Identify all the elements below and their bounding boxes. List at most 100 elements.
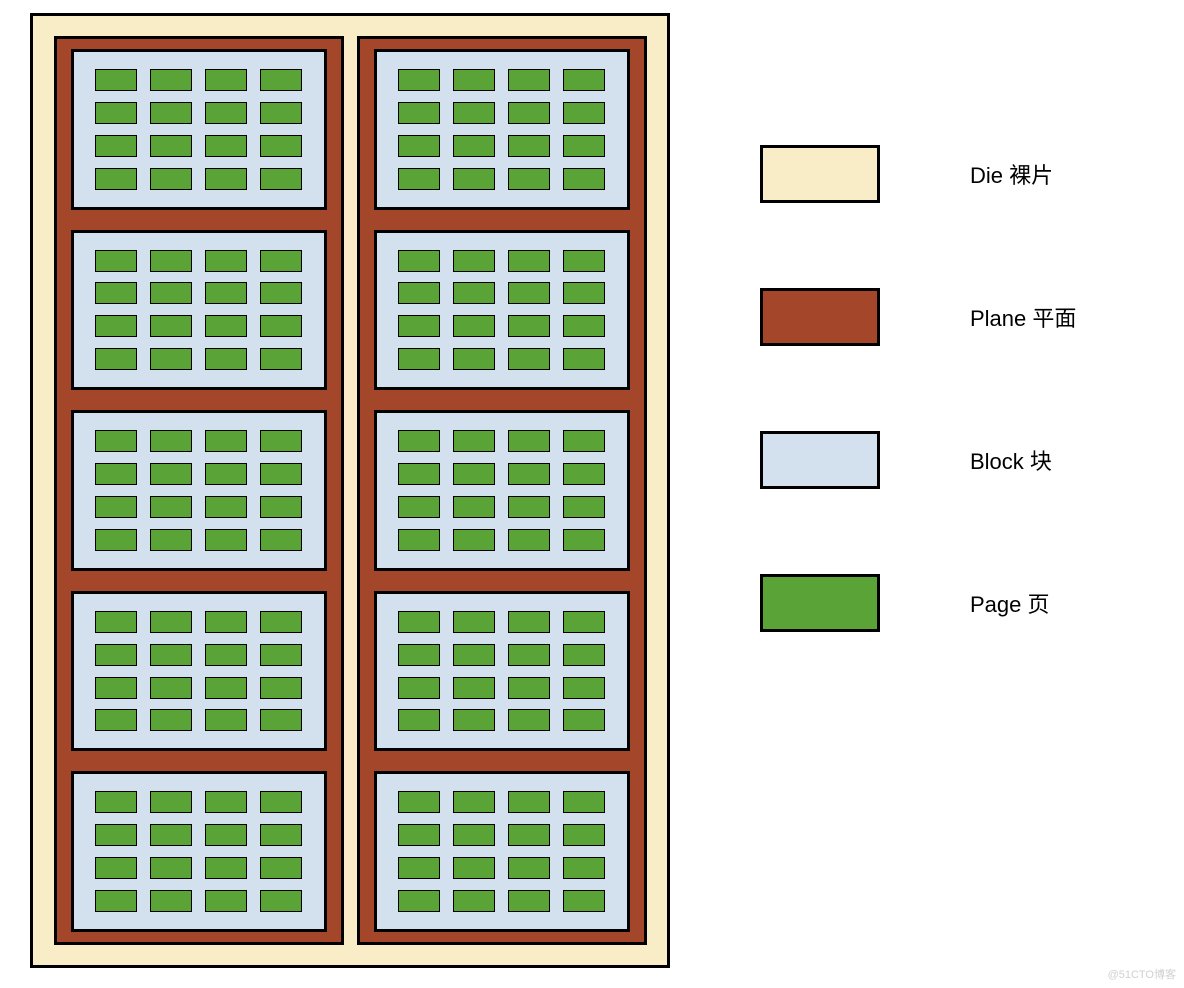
page bbox=[563, 890, 605, 912]
page-row bbox=[385, 791, 619, 813]
page bbox=[95, 644, 137, 666]
page-row bbox=[385, 315, 619, 337]
page bbox=[95, 463, 137, 485]
page bbox=[398, 824, 440, 846]
page bbox=[398, 168, 440, 190]
page bbox=[508, 463, 550, 485]
page bbox=[150, 102, 192, 124]
page bbox=[205, 644, 247, 666]
page bbox=[453, 69, 495, 91]
page bbox=[95, 677, 137, 699]
page bbox=[508, 430, 550, 452]
page bbox=[563, 709, 605, 731]
page bbox=[398, 791, 440, 813]
legend: Die 裸片Plane 平面Block 块Page 页 bbox=[760, 145, 1076, 632]
page bbox=[95, 69, 137, 91]
page bbox=[453, 791, 495, 813]
page-row bbox=[82, 529, 316, 551]
page bbox=[150, 496, 192, 518]
page-row bbox=[82, 102, 316, 124]
page bbox=[260, 857, 302, 879]
page bbox=[95, 250, 137, 272]
page bbox=[563, 791, 605, 813]
block bbox=[71, 591, 327, 752]
page bbox=[563, 69, 605, 91]
page bbox=[508, 611, 550, 633]
page bbox=[205, 824, 247, 846]
page bbox=[150, 348, 192, 370]
page bbox=[563, 282, 605, 304]
block bbox=[374, 49, 630, 210]
page bbox=[260, 496, 302, 518]
page bbox=[95, 496, 137, 518]
page bbox=[95, 430, 137, 452]
page bbox=[453, 168, 495, 190]
page bbox=[563, 644, 605, 666]
page bbox=[205, 709, 247, 731]
page-row bbox=[82, 463, 316, 485]
page bbox=[453, 496, 495, 518]
page bbox=[150, 611, 192, 633]
block bbox=[374, 230, 630, 391]
page bbox=[150, 282, 192, 304]
page bbox=[205, 791, 247, 813]
legend-label: Die 裸片 bbox=[970, 158, 1053, 190]
block bbox=[71, 49, 327, 210]
page bbox=[260, 644, 302, 666]
page-row bbox=[385, 250, 619, 272]
page-row bbox=[385, 857, 619, 879]
page bbox=[150, 709, 192, 731]
page bbox=[563, 611, 605, 633]
page-row bbox=[385, 824, 619, 846]
page bbox=[260, 168, 302, 190]
page bbox=[95, 168, 137, 190]
page bbox=[508, 709, 550, 731]
page bbox=[563, 315, 605, 337]
diagram-canvas: Die 裸片Plane 平面Block 块Page 页 @51CTO博客 bbox=[0, 0, 1184, 988]
page bbox=[150, 890, 192, 912]
page bbox=[260, 69, 302, 91]
legend-row: Block 块 bbox=[760, 431, 1076, 489]
page bbox=[453, 677, 495, 699]
page-row bbox=[385, 611, 619, 633]
page bbox=[453, 611, 495, 633]
page bbox=[150, 69, 192, 91]
block bbox=[374, 771, 630, 932]
page bbox=[205, 348, 247, 370]
page bbox=[95, 282, 137, 304]
page bbox=[453, 709, 495, 731]
page-row bbox=[82, 430, 316, 452]
page bbox=[150, 430, 192, 452]
page bbox=[398, 282, 440, 304]
page bbox=[563, 824, 605, 846]
page bbox=[563, 430, 605, 452]
page bbox=[453, 348, 495, 370]
page bbox=[508, 890, 550, 912]
page bbox=[398, 644, 440, 666]
page bbox=[508, 315, 550, 337]
page bbox=[398, 496, 440, 518]
page bbox=[150, 824, 192, 846]
page bbox=[398, 709, 440, 731]
page bbox=[453, 430, 495, 452]
page bbox=[150, 791, 192, 813]
page bbox=[563, 677, 605, 699]
page bbox=[205, 430, 247, 452]
page bbox=[150, 529, 192, 551]
page bbox=[453, 890, 495, 912]
page bbox=[508, 496, 550, 518]
page bbox=[150, 644, 192, 666]
page bbox=[95, 529, 137, 551]
page bbox=[260, 677, 302, 699]
page-row bbox=[385, 348, 619, 370]
page-row bbox=[82, 824, 316, 846]
page bbox=[398, 463, 440, 485]
page bbox=[453, 102, 495, 124]
die-container bbox=[30, 13, 670, 968]
page bbox=[398, 135, 440, 157]
page-row bbox=[82, 348, 316, 370]
block bbox=[71, 771, 327, 932]
page bbox=[398, 250, 440, 272]
page bbox=[260, 791, 302, 813]
page bbox=[150, 857, 192, 879]
